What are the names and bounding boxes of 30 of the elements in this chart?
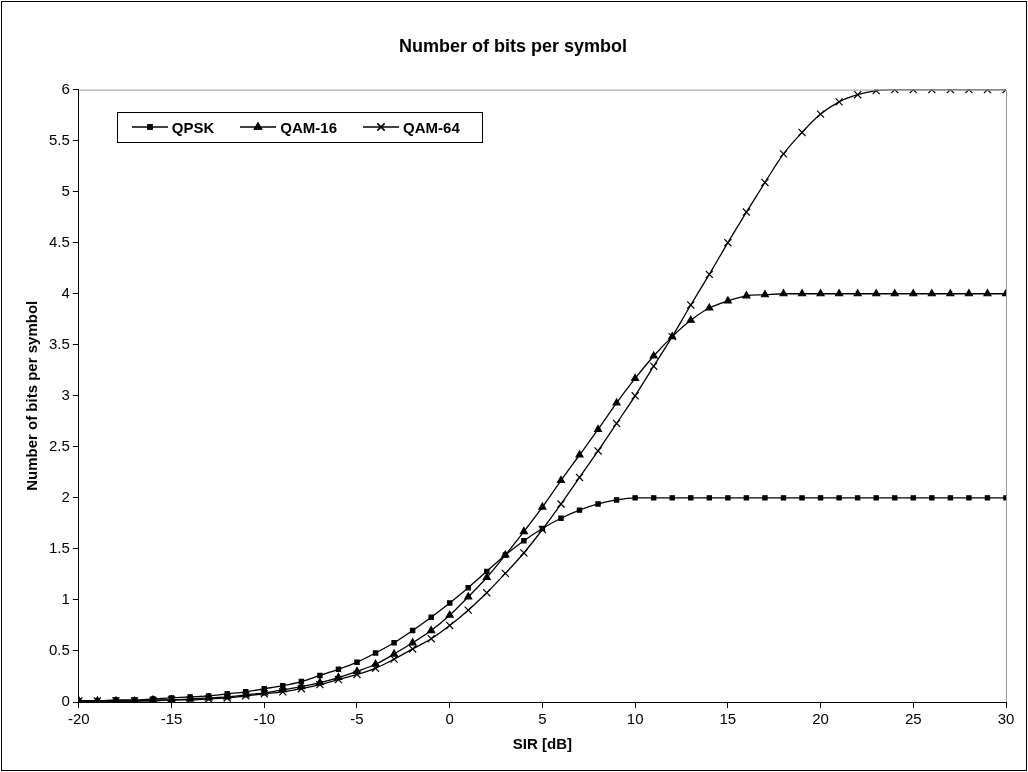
x-tick-label: 10 [626,710,644,728]
legend-label: QAM-64 [403,118,460,136]
y-tick-label: 0.5 [48,641,70,659]
y-tick-label: 5.5 [48,130,70,148]
x-tick-label: 20 [812,710,829,728]
y-tick-label: 6 [61,79,70,97]
y-tick-label: 4.5 [48,232,70,250]
y-tick-label: 0 [61,692,70,710]
y-tick-label: 1.5 [48,539,70,557]
x-tick-label: -20 [68,710,90,728]
y-tick-label: 1 [61,590,70,608]
y-tick-label: 3 [61,385,70,403]
legend-label: QPSK [171,118,215,136]
y-axis-title: Number of bits per symbol [23,300,41,491]
y-tick-label: 2.5 [48,436,70,454]
x-tick-label: 15 [719,710,737,728]
y-tick-label: 2 [61,488,70,506]
legend-label: QAM-16 [280,118,338,136]
y-tick-label: 4 [61,283,70,301]
y-tick-label: 5 [61,181,70,199]
chart-title: Number of bits per symbol [398,35,628,56]
y-tick-label: 3.5 [48,334,70,352]
x-tick-label: -5 [350,710,364,728]
x-tick-label: 5 [538,710,547,728]
x-tick-label: -10 [253,710,276,728]
x-axis-title: SIR [dB] [512,735,573,753]
x-tick-label: 0 [445,710,454,728]
x-tick-label: 25 [904,710,922,728]
x-tick-label: -15 [160,710,183,728]
x-tick-label: 30 [997,710,1015,728]
